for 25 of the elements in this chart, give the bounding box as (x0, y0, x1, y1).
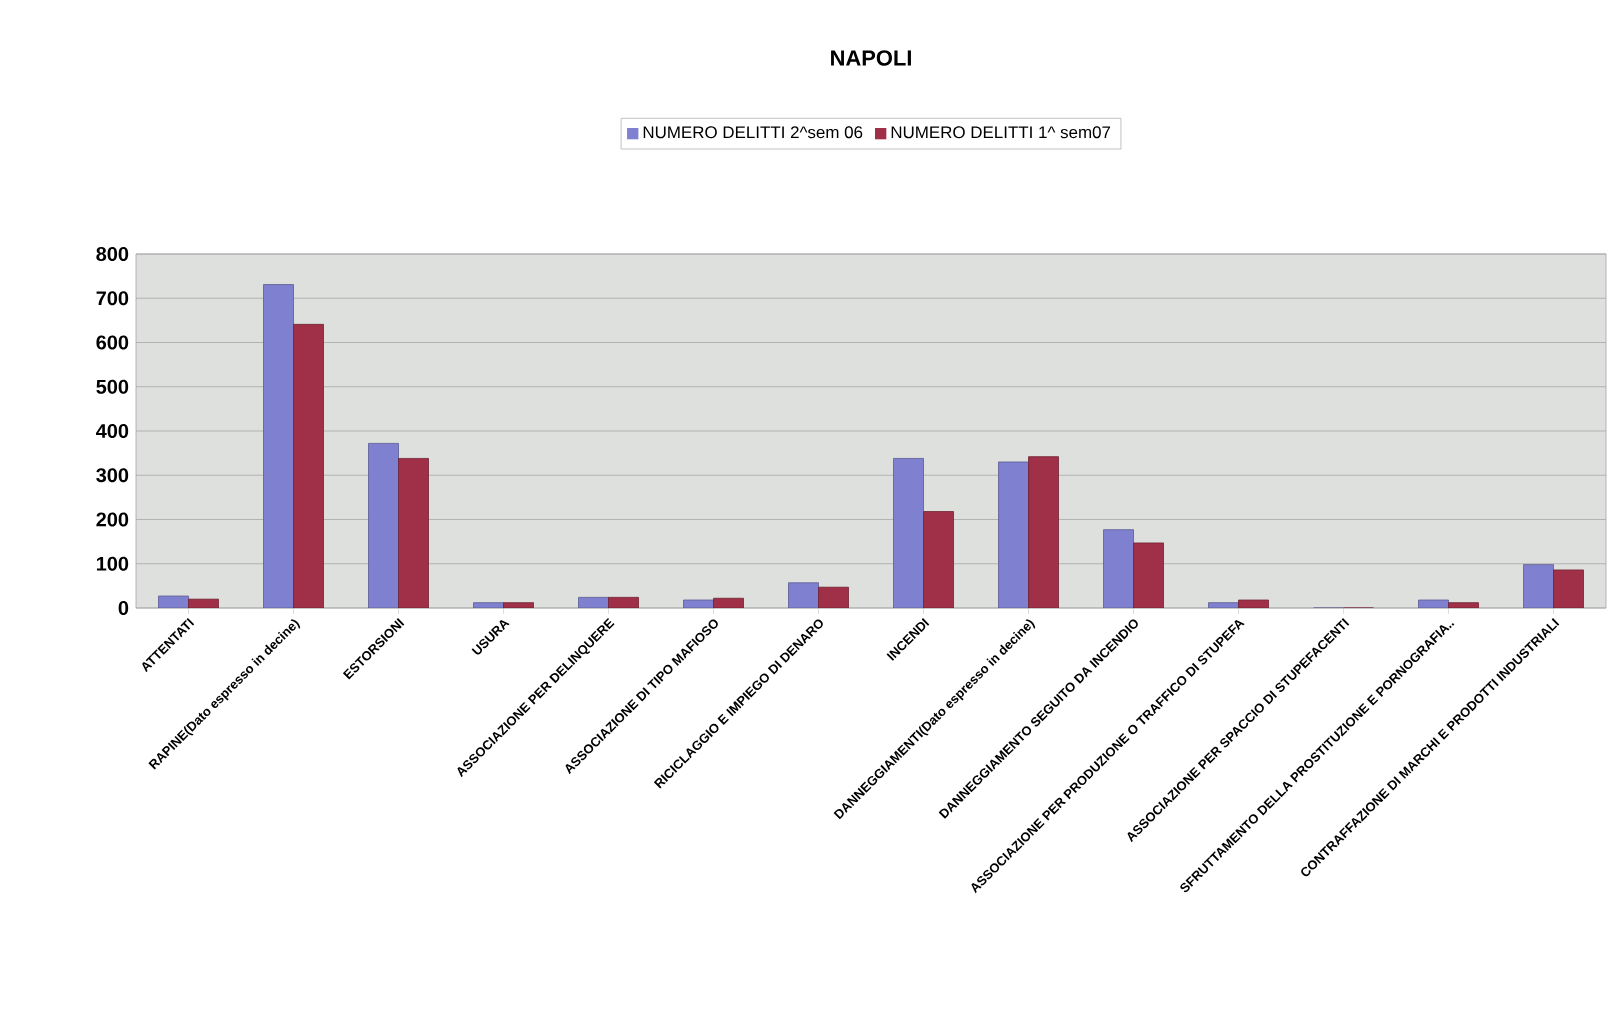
bar (1103, 529, 1134, 608)
legend-label: NUMERO DELITTI 2^sem 06 (643, 126, 863, 139)
bar (398, 458, 429, 608)
y-tick-label: 500 (96, 379, 129, 394)
bar (1028, 456, 1059, 608)
bar (998, 461, 1029, 608)
y-tick-label: 300 (96, 468, 129, 483)
bar (788, 582, 819, 608)
y-tick-label: 400 (96, 423, 129, 439)
y-tick-label: 100 (96, 556, 129, 571)
y-tick-label: 800 (96, 246, 129, 262)
bar (1133, 542, 1164, 608)
bar (893, 458, 924, 608)
bar (368, 442, 399, 608)
y-tick-label: 600 (96, 335, 129, 350)
bar (923, 511, 954, 608)
y-tick-label: 200 (96, 512, 129, 527)
bar (293, 323, 324, 608)
bar (1553, 569, 1584, 608)
chart-title: NAPOLI (831, 50, 911, 66)
bar (1523, 564, 1554, 608)
y-tick-label: 0 (118, 600, 129, 616)
y-tick-label: 700 (96, 291, 129, 306)
legend-label: NUMERO DELITTI 1^ sem07 (891, 126, 1111, 139)
bar (263, 284, 294, 608)
